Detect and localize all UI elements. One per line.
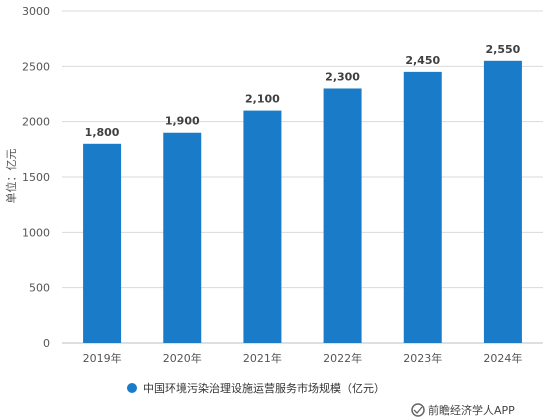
watermark: 前瞻经济学人APP (411, 403, 515, 417)
data-label: 1,900 (165, 115, 200, 128)
watermark-logo-icon (411, 403, 425, 417)
bars (83, 60, 522, 344)
data-label: 1,800 (85, 126, 120, 139)
legend-label: 中国环境污染治理设施运营服务市场规模（亿元） (143, 381, 385, 395)
y-tick-label: 500 (29, 282, 50, 295)
y-tick-label: 0 (43, 337, 50, 350)
x-tick-label: 2019年 (83, 351, 122, 365)
data-label: 2,450 (405, 54, 440, 67)
data-label: 2,300 (325, 70, 360, 83)
legend-marker (127, 383, 137, 393)
y-tick-label: 1500 (22, 171, 50, 184)
y-axis-ticks: 0 500 1000 1500 2000 2500 3000 (22, 5, 50, 350)
watermark-text: 前瞻经济学人APP (428, 403, 515, 417)
y-tick-label: 2500 (22, 60, 50, 73)
y-tick-label: 3000 (22, 5, 50, 18)
data-label: 2,550 (486, 43, 521, 56)
x-tick-label: 2023年 (403, 351, 442, 365)
y-tick-label: 1000 (22, 226, 50, 239)
x-tick-label: 2021年 (243, 351, 282, 365)
bar (403, 71, 442, 343)
x-tick-label: 2020年 (163, 351, 202, 365)
bar (243, 110, 282, 343)
x-tick-label: 2022年 (323, 351, 362, 365)
x-axis-ticks: 2019年 2020年 2021年 2022年 2023年 2024年 (83, 351, 523, 365)
grid-lines (62, 10, 543, 289)
watermark-logo-mark-icon (413, 406, 423, 414)
y-tick-label: 2000 (22, 116, 50, 129)
bar (83, 143, 122, 343)
bar (163, 132, 202, 343)
data-label: 2,100 (245, 93, 280, 106)
bar (483, 60, 522, 344)
legend: 中国环境污染治理设施运营服务市场规模（亿元） (127, 381, 385, 395)
y-axis-label: 单位：亿元 (4, 149, 18, 204)
bar (323, 88, 362, 343)
data-labels: 1,800 1,900 2,100 2,300 2,450 2,550 (85, 43, 521, 139)
x-tick-label: 2024年 (483, 351, 522, 365)
